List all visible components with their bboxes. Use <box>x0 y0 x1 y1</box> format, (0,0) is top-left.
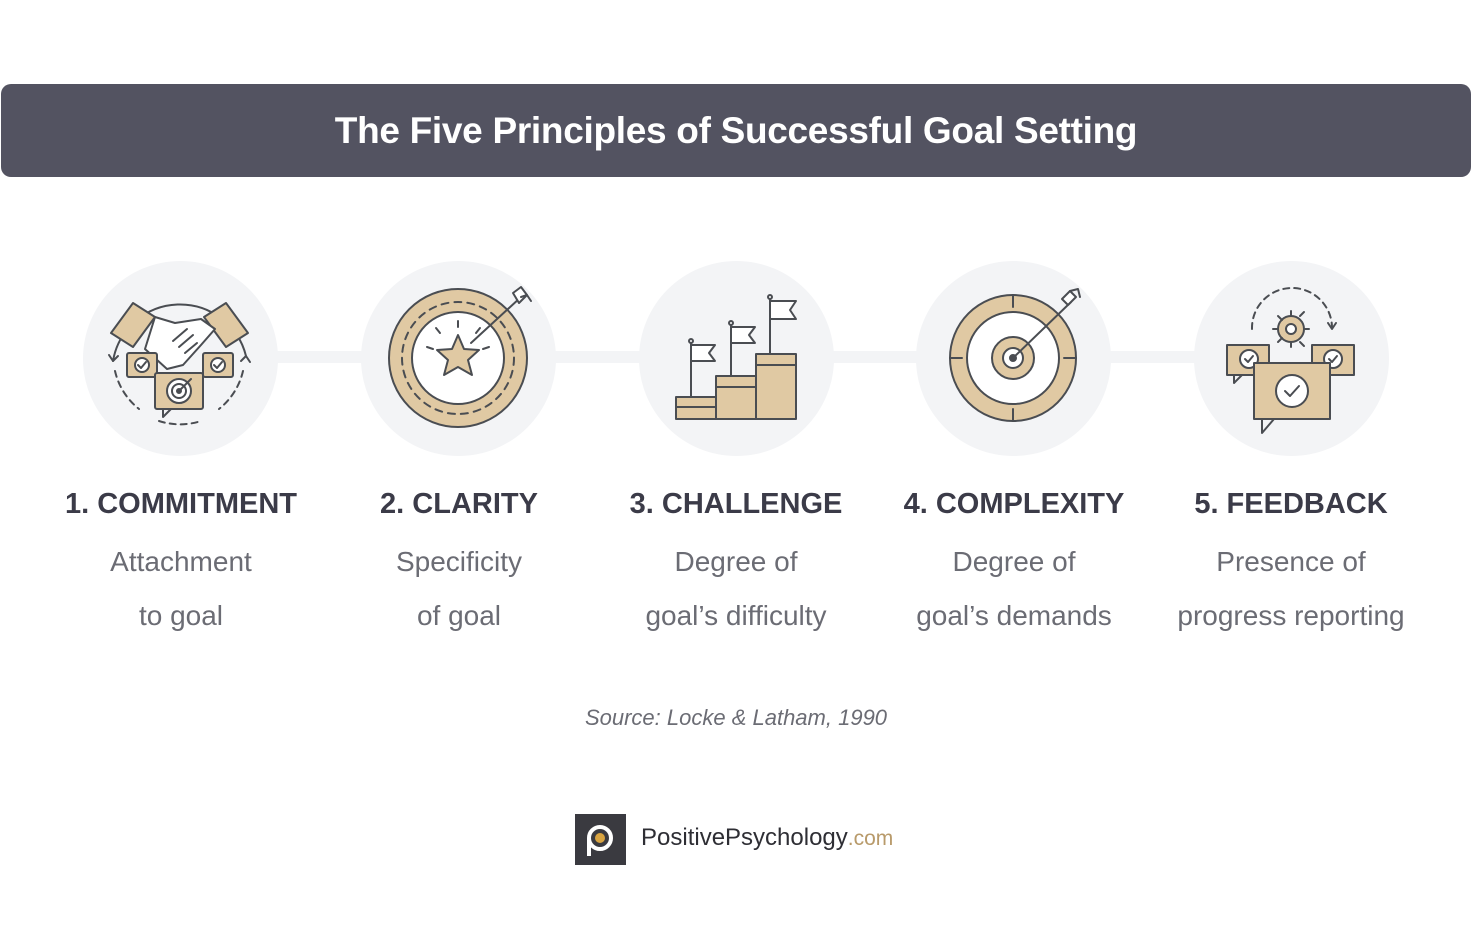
principle-5-circle <box>1194 261 1389 456</box>
principle-2-title: 2. CLARITY <box>380 488 538 520</box>
star-target-icon <box>388 286 532 428</box>
logo-name: PositivePsychology <box>641 824 848 851</box>
feedback-chat-icon <box>1226 287 1355 434</box>
principle-3-desc-line1: Degree of <box>674 546 798 577</box>
principle-3-desc-line2: goal’s difficulty <box>645 600 827 631</box>
principle-3-circle <box>639 261 834 456</box>
principle-1-title: 1. COMMITMENT <box>65 488 297 520</box>
logo-p-icon <box>587 825 613 856</box>
principle-4-desc-line1: Degree of <box>952 546 1076 577</box>
bullseye-icon <box>949 288 1081 422</box>
principle-2-circle <box>361 261 556 456</box>
principle-4-title: 4. COMPLEXITY <box>903 488 1125 520</box>
principle-1-desc-line2: to goal <box>138 600 224 631</box>
podium-flags-icon <box>675 294 797 420</box>
principle-1-desc-line1: Attachment <box>110 546 252 577</box>
principle-2-desc-line1: Specificity <box>395 546 523 577</box>
principle-4-desc-line2: goal’s demands <box>916 600 1112 631</box>
logo-tld: .com <box>847 827 894 850</box>
principle-1-circle <box>83 261 278 456</box>
principle-5-title: 5. FEEDBACK <box>1194 488 1388 520</box>
principle-5-desc-line2: progress reporting <box>1177 600 1405 631</box>
page-title: The Five Principles of Successful Goal S… <box>334 109 1138 151</box>
source-citation: Source: Locke & Latham, 1990 <box>584 705 888 730</box>
logo-wordmark[interactable]: PositivePsychology.com <box>641 824 893 852</box>
principle-2-desc-line2: of goal <box>416 600 502 631</box>
title-banner: The Five Principles of Successful Goal S… <box>1 84 1471 177</box>
logo-mark <box>575 814 626 865</box>
handshake-icon <box>108 302 251 426</box>
principle-4-circle <box>916 261 1111 456</box>
principle-3-title: 3. CHALLENGE <box>629 488 843 520</box>
principle-5-desc-line1: Presence of <box>1216 546 1366 577</box>
